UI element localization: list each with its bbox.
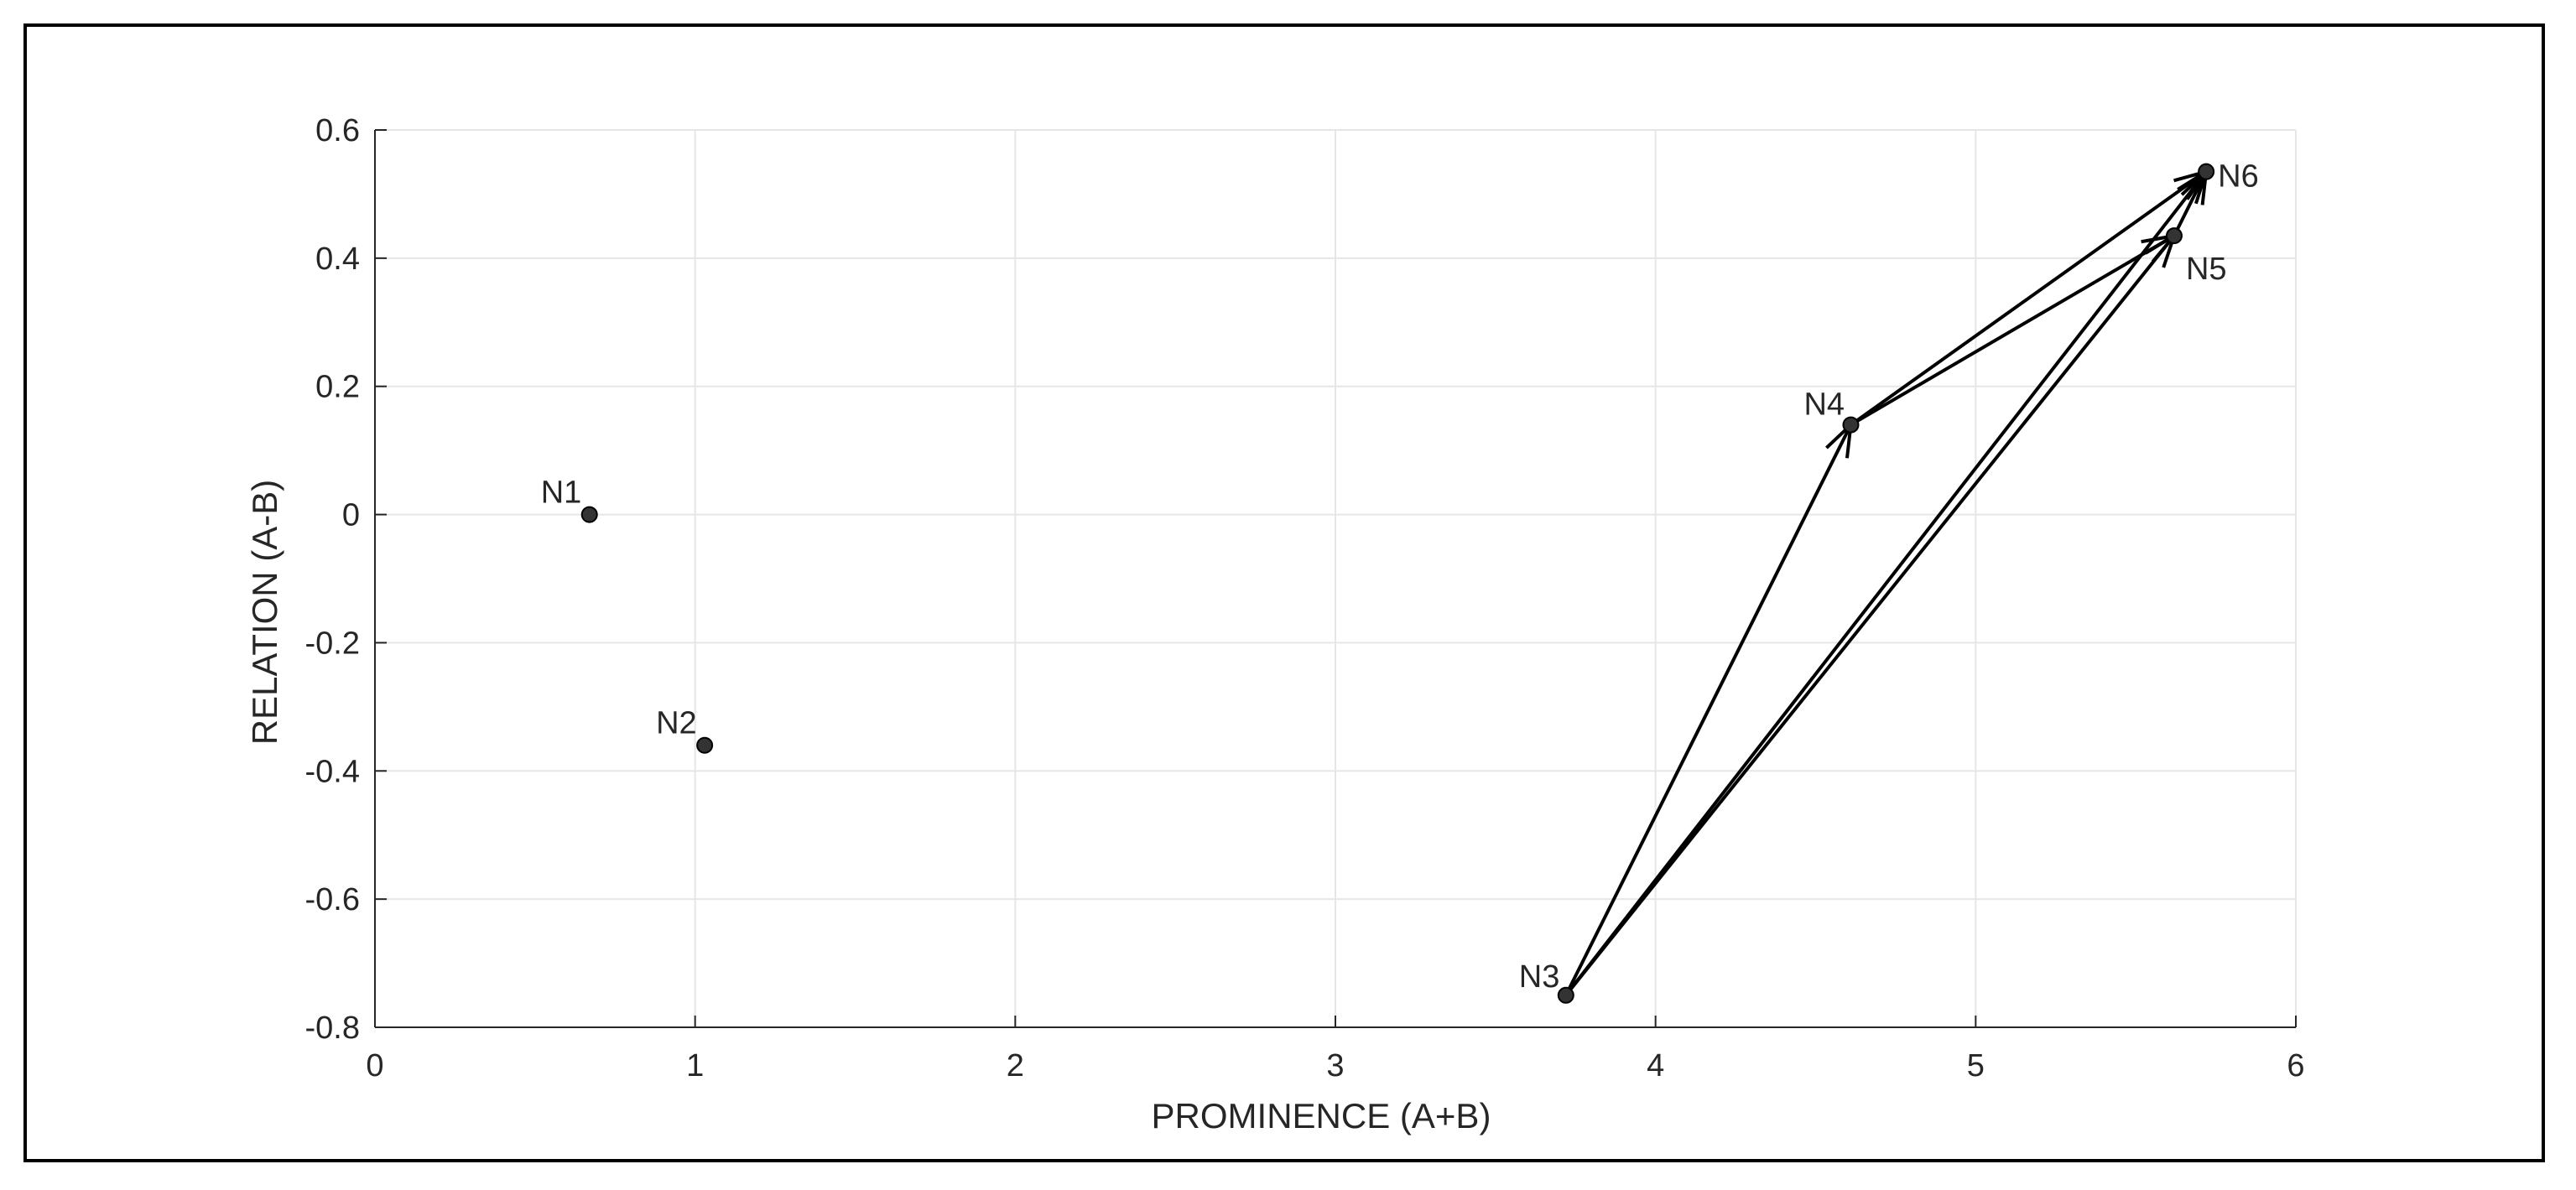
x-tick-label: 3 <box>1326 1048 1344 1083</box>
y-tick-label: 0.2 <box>315 370 360 405</box>
y-tick-label: 0.6 <box>315 113 360 148</box>
point-label-N1: N1 <box>541 475 582 511</box>
point-N5 <box>2165 227 2183 245</box>
arrow-shaft <box>1850 234 2175 427</box>
point-label-N6: N6 <box>2218 159 2259 195</box>
point-label-N5: N5 <box>2186 252 2227 287</box>
point-label-N3: N3 <box>1519 959 1560 995</box>
y-tick-label: 0 <box>342 498 360 533</box>
arrow-shaft <box>1850 170 2208 427</box>
point-N1 <box>580 506 598 523</box>
point-label-N4: N4 <box>1803 387 1845 423</box>
point-N2 <box>696 736 714 754</box>
point-label-N2: N2 <box>656 706 697 741</box>
x-axis-label: PROMINENCE (A+B) <box>1152 1096 1491 1135</box>
y-axis-label: RELATION (A-B) <box>245 480 284 746</box>
point-N6 <box>2198 163 2215 180</box>
axes <box>374 129 2297 1028</box>
y-tick-label: 0.4 <box>315 242 360 277</box>
y-tick-label: -0.4 <box>305 754 360 789</box>
arrow-N3-N4 <box>1564 420 1854 996</box>
arrow-shaft <box>1564 170 2208 997</box>
x-tick-label: 5 <box>1967 1048 1985 1083</box>
arrow-shaft <box>1564 234 2176 997</box>
y-tick-label: -0.6 <box>305 882 360 917</box>
grid-lines <box>374 129 2297 1028</box>
figure-frame <box>23 23 2545 1162</box>
x-tick-label: 2 <box>1007 1048 1024 1083</box>
tick-labels: 0 1 2 3 4 5 6 -0.8 -0.6 -0.4 -0.2 0 0.2 0.4 0.6 <box>305 113 2305 1083</box>
y-tick-label: -0.2 <box>305 626 360 661</box>
x-tick-label: 6 <box>2287 1048 2304 1083</box>
x-tick-label: 4 <box>1647 1048 1664 1083</box>
point-N3 <box>1557 986 1574 1004</box>
point-N4 <box>1842 416 1860 434</box>
arrow-N3-N6 <box>1564 168 2209 997</box>
arrows <box>1564 167 2210 997</box>
data-points: N1 N2 N3 N4 N5 N6 <box>541 159 2259 1004</box>
x-tick-label: 0 <box>366 1048 383 1083</box>
arrow-N4-N5 <box>1850 233 2179 427</box>
y-tick-label: -0.8 <box>305 1011 360 1046</box>
arrow-N3-N5 <box>1564 231 2178 997</box>
x-tick-label: 1 <box>686 1048 704 1083</box>
arrow-shaft <box>1564 424 1853 996</box>
arrow-shaft <box>2173 170 2208 237</box>
